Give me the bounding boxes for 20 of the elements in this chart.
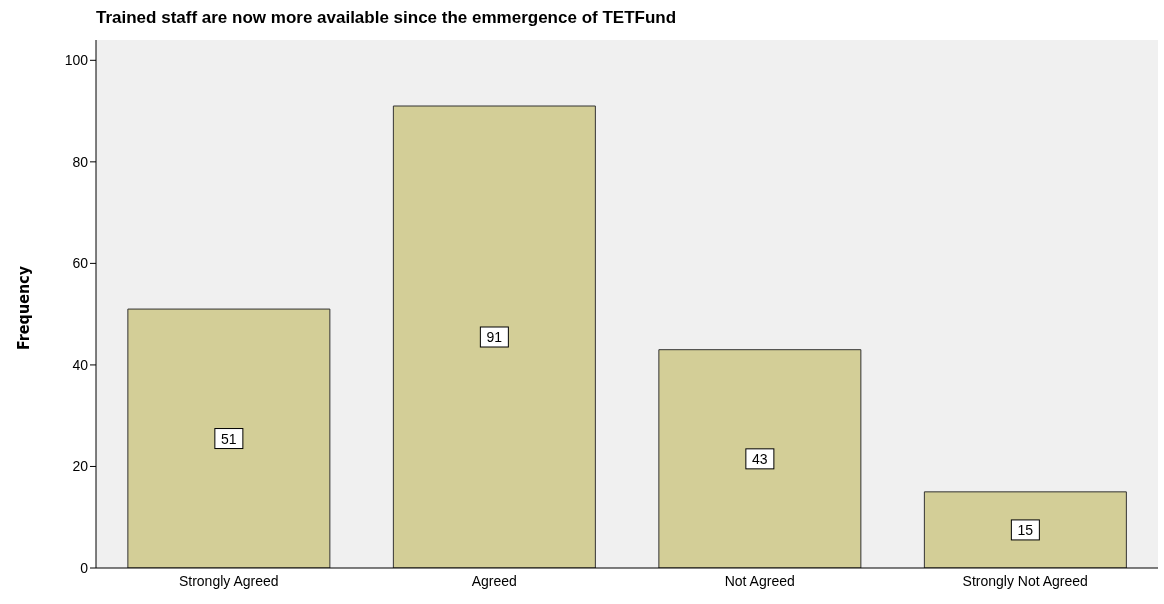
y-tick-label: 40	[72, 356, 89, 373]
data-label: 43	[752, 450, 768, 467]
bar	[392, 105, 596, 568]
x-tick-label: Strongly Agreed	[178, 572, 279, 589]
x-tick-label: Strongly Not Agreed	[962, 572, 1088, 589]
data-label: 15	[1017, 521, 1034, 538]
bar	[127, 308, 331, 568]
bar	[658, 349, 862, 568]
y-tick-label: 80	[72, 153, 89, 170]
bar	[923, 491, 1127, 568]
x-tick-label: Not Agreed	[724, 572, 795, 589]
y-tick-label: 100	[64, 52, 89, 69]
y-axis-title: Frequency	[13, 265, 33, 351]
y-tick-label: 20	[72, 458, 89, 475]
y-tick-label: 0	[80, 559, 89, 576]
data-label: 91	[486, 329, 503, 345]
x-tick-label: Agreed	[471, 572, 517, 589]
data-label: 51	[221, 430, 237, 447]
chart-title: Trained staff are now more available since the emmergence of TETFund	[96, 8, 677, 28]
y-tick-label: 60	[72, 255, 89, 272]
